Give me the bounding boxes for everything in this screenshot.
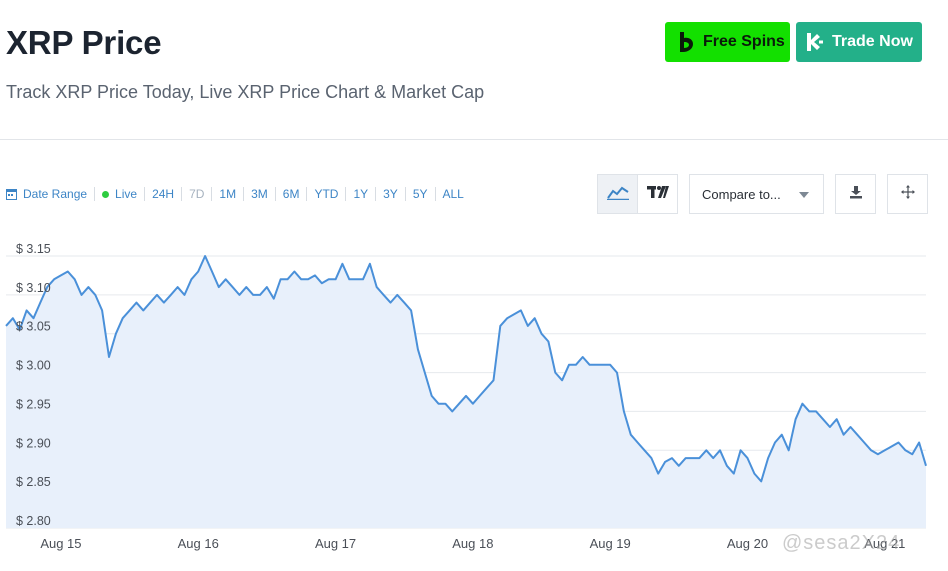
calendar-icon bbox=[6, 188, 17, 200]
free-spins-label: Free Spins bbox=[703, 33, 785, 50]
range-3y[interactable]: 3Y bbox=[376, 187, 406, 201]
chevron-down-icon bbox=[799, 192, 809, 198]
y-tick-label: $ 2.80 bbox=[16, 514, 51, 528]
watermark: @sesa2X24 bbox=[782, 532, 901, 554]
y-tick-label: $ 2.90 bbox=[16, 436, 51, 450]
x-tick-label: Aug 21 bbox=[864, 536, 905, 551]
move-arrows-icon bbox=[900, 184, 915, 204]
fullscreen-button[interactable] bbox=[887, 174, 928, 214]
bc-game-logo-icon bbox=[675, 31, 697, 53]
y-tick-label: $ 3.10 bbox=[16, 281, 51, 295]
x-tick-label: Aug 16 bbox=[178, 536, 219, 551]
range-ytd[interactable]: YTD bbox=[307, 187, 347, 201]
line-chart-button[interactable] bbox=[597, 174, 638, 214]
trade-now-button[interactable]: Trade Now bbox=[796, 22, 922, 62]
compare-placeholder: Compare to... bbox=[702, 186, 781, 202]
range-toolbar: Date Range Live 24H 7D 1M 3M 6M YTD 1Y 3… bbox=[6, 186, 471, 202]
trade-now-label: Trade Now bbox=[832, 33, 913, 50]
x-tick-label: Aug 19 bbox=[590, 536, 631, 551]
x-axis: Aug 15 Aug 16 Aug 17 Aug 18 Aug 19 Aug 20 Aug … bbox=[40, 536, 905, 551]
tradingview-icon bbox=[646, 185, 669, 203]
live-button[interactable]: Live bbox=[95, 187, 146, 201]
price-line bbox=[5, 255, 927, 483]
y-tick-label: $ 2.85 bbox=[16, 475, 51, 489]
x-tick-label: Aug 18 bbox=[452, 536, 493, 551]
date-range-label: Date Range bbox=[23, 187, 88, 201]
range-1m[interactable]: 1M bbox=[212, 187, 245, 201]
range-6m[interactable]: 6M bbox=[276, 187, 308, 201]
x-tick-label: Aug 17 bbox=[315, 536, 356, 551]
y-tick-label: $ 3.15 bbox=[16, 242, 51, 256]
y-tick-label: $ 3.05 bbox=[16, 320, 51, 334]
download-icon bbox=[849, 185, 863, 204]
range-7d[interactable]: 7D bbox=[182, 187, 213, 201]
range-all[interactable]: ALL bbox=[442, 187, 464, 201]
range-3m[interactable]: 3M bbox=[244, 187, 276, 201]
price-chart[interactable]: $ 2.80 $ 2.85 $ 2.90 $ 2.95 $ 3.00 $ 3.05 $ 3.… bbox=[0, 240, 948, 560]
page-title: XRP Price bbox=[6, 24, 162, 61]
y-axis: $ 2.80 $ 2.85 $ 2.90 $ 2.95 $ 3.00 $ 3.05 $ 3.… bbox=[16, 242, 51, 528]
tradingview-button[interactable] bbox=[637, 174, 678, 214]
range-5y[interactable]: 5Y bbox=[406, 187, 436, 201]
live-label: Live bbox=[115, 187, 138, 201]
y-tick-label: $ 2.95 bbox=[16, 397, 51, 411]
compare-select[interactable]: Compare to... bbox=[689, 174, 824, 214]
free-spins-button[interactable]: Free Spins bbox=[665, 22, 790, 62]
page-subtitle: Track XRP Price Today, Live XRP Price Ch… bbox=[6, 82, 485, 102]
line-chart-icon bbox=[606, 184, 629, 205]
live-indicator-icon bbox=[102, 190, 110, 198]
y-tick-label: $ 3.00 bbox=[16, 359, 51, 373]
kucoin-logo-icon bbox=[804, 31, 826, 53]
download-button[interactable] bbox=[835, 174, 876, 214]
range-24h[interactable]: 24H bbox=[145, 187, 183, 201]
x-tick-label: Aug 20 bbox=[727, 536, 768, 551]
range-1y[interactable]: 1Y bbox=[346, 187, 377, 201]
header-divider bbox=[0, 139, 948, 140]
price-area bbox=[6, 256, 926, 528]
x-tick-label: Aug 15 bbox=[40, 536, 81, 551]
date-range-button[interactable]: Date Range bbox=[6, 187, 96, 201]
